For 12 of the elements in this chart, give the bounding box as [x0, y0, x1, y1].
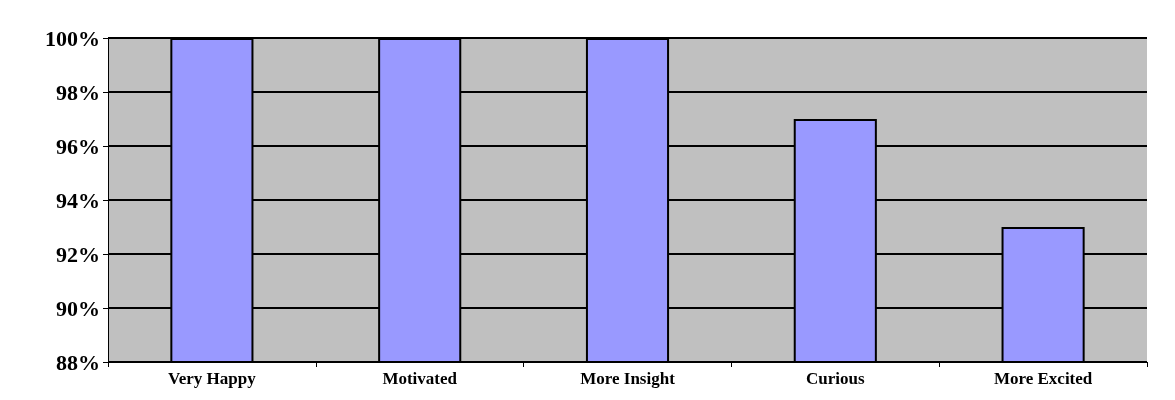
y-tick-label: 88% — [56, 349, 100, 375]
y-tick-label: 92% — [56, 241, 100, 267]
y-tick-label: 94% — [56, 187, 100, 213]
x-tick-label: Very Happy — [168, 369, 257, 388]
x-tick-label: Motivated — [382, 369, 458, 388]
x-tick-label: More Insight — [580, 369, 676, 388]
y-tick-label: 96% — [56, 133, 100, 159]
x-tick-label: More Excited — [993, 369, 1093, 388]
y-tick-label: 90% — [56, 295, 100, 321]
y-tick-label: 100% — [45, 25, 100, 51]
x-tick-label: Curious — [806, 369, 865, 388]
y-tick-label: 98% — [56, 79, 100, 105]
